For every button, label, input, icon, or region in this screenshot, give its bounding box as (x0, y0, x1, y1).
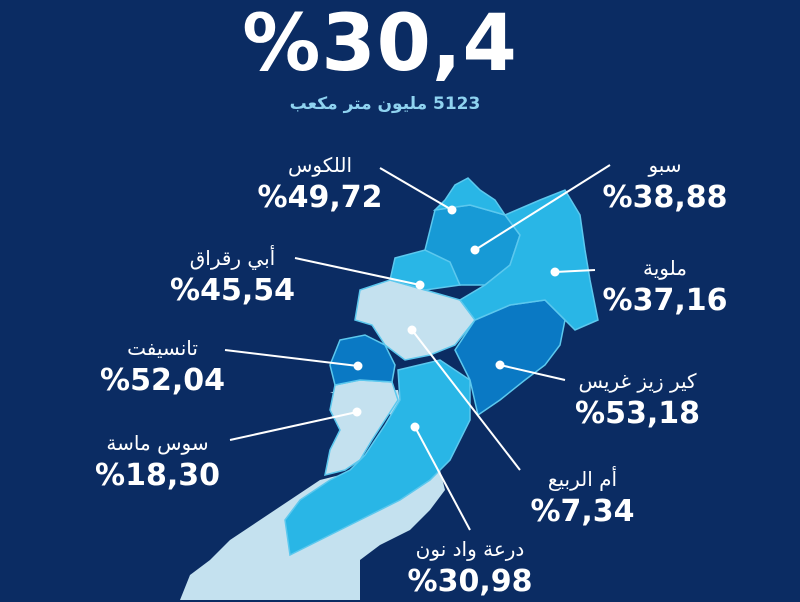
label-oum-er-rbia: أم الربيع %7,34 (520, 466, 645, 532)
basin-name: كير زيز غريس (578, 369, 697, 393)
label-draa-oued-noun: درعة واد نون %30,98 (395, 536, 545, 602)
basin-rate: %49,72 (257, 180, 383, 215)
map-region-draa-oued-noun (284, 359, 471, 557)
map-region-moulouya (458, 189, 599, 331)
map-region-tensift (329, 334, 396, 386)
label-souss-massa: سوس ماسة %18,30 (90, 430, 225, 496)
basin-name: سبو (648, 153, 682, 177)
basin-name: درعة واد نون (415, 537, 525, 561)
basin-rate: %18,30 (95, 458, 220, 493)
basin-name: أم الربيع (547, 467, 618, 491)
label-loukkos: اللكوس %49,72 (255, 152, 385, 218)
basin-rate: %53,18 (575, 396, 700, 431)
basin-rate: %7,34 (530, 494, 635, 529)
basin-name: ملوية (643, 256, 687, 280)
label-bouregreg: أبي رقراق %45,54 (165, 245, 300, 311)
label-tensift: تانسيفت %52,04 (95, 335, 230, 401)
basin-name: تانسيفت (127, 336, 198, 360)
basin-rate: %37,16 (602, 283, 728, 318)
label-sebou: سبو %38,88 (600, 152, 730, 218)
label-ziz-guir-ghris: كير زيز غريس %53,18 (570, 368, 705, 434)
label-moulouya: ملوية %37,16 (600, 255, 730, 321)
leader-lines (224, 164, 611, 531)
basin-rate: %52,04 (100, 363, 225, 398)
basin-rate: %45,54 (170, 273, 295, 308)
basin-rate: %38,88 (602, 180, 728, 215)
basin-rate: %30,98 (407, 564, 533, 599)
basin-name: اللكوس (287, 153, 353, 177)
basin-name: سوس ماسة (106, 431, 209, 455)
basin-name: أبي رقراق (189, 246, 276, 270)
total-volume: 5123 مليون متر مكعب (289, 94, 481, 114)
total-filling-rate: %30,4 (242, 0, 518, 89)
